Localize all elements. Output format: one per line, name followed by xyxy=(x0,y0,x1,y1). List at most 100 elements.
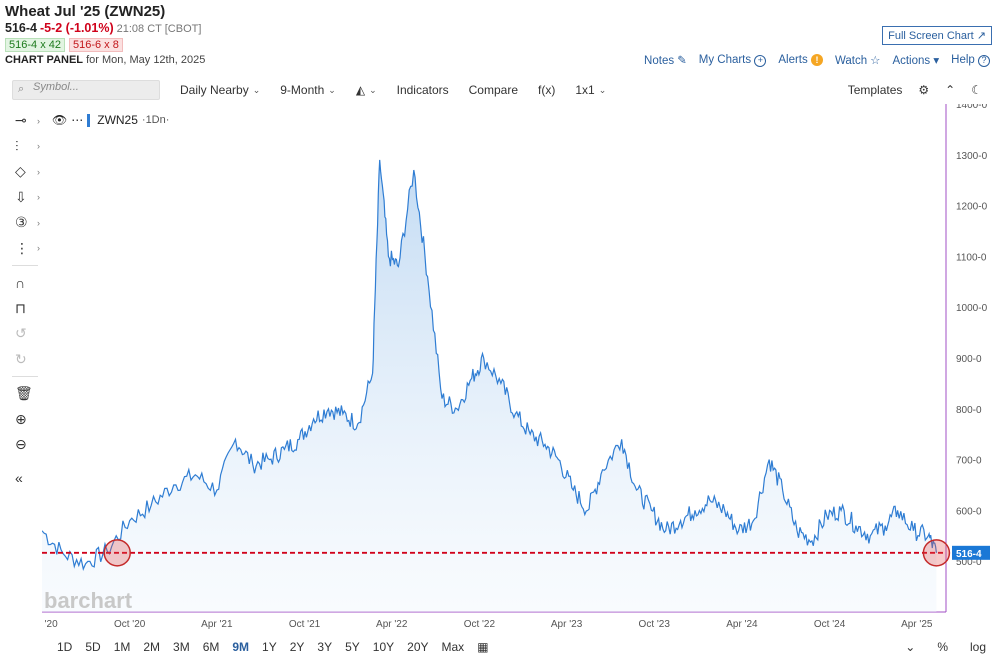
zoom-out-tool[interactable]: ⊖ xyxy=(10,432,40,458)
gear-icon[interactable]: ⚙ xyxy=(918,83,930,97)
lock-tool[interactable]: ⊓ xyxy=(10,296,40,322)
shape-tool[interactable]: ◇ › xyxy=(10,159,40,185)
fib-tool[interactable]: ⫶ › xyxy=(10,134,40,160)
period-3y[interactable]: 3Y xyxy=(317,640,333,654)
star-icon: ☆ xyxy=(870,55,881,67)
bottom-controls: ⌄ % log xyxy=(905,640,986,654)
alerts-link[interactable]: Alerts ! xyxy=(778,54,823,66)
x-tick-label: Oct '24 xyxy=(814,619,846,630)
notes-link[interactable]: Notes ✎ xyxy=(644,53,687,67)
barchart-watermark: barchart xyxy=(44,588,133,613)
eye-icon[interactable]: 👁 xyxy=(52,113,68,127)
y-tick-label: 1300-0 xyxy=(956,151,988,162)
collapse-toolbar[interactable]: « xyxy=(10,466,40,492)
templates-button[interactable]: Templates xyxy=(847,83,903,97)
x-tick-label: Apr '20 xyxy=(42,619,58,630)
period-1d[interactable]: 1D xyxy=(57,640,73,654)
compare-label: Compare xyxy=(468,83,518,97)
line-tool[interactable]: ⊸ › xyxy=(10,108,40,134)
range-dropdown[interactable]: 9-Month ⌄ xyxy=(280,83,336,97)
period-20y[interactable]: 20Y xyxy=(407,640,429,654)
price-area xyxy=(42,159,937,612)
counter-tool[interactable]: ③ › xyxy=(10,210,40,236)
interval-label: Daily Nearby xyxy=(180,83,249,97)
period-3m[interactable]: 3M xyxy=(173,640,190,654)
y-tick-label: 1000-0 xyxy=(956,303,988,314)
notes-label: Notes xyxy=(644,55,675,67)
period-10y[interactable]: 10Y xyxy=(372,640,395,654)
divider xyxy=(12,265,38,266)
period-2y[interactable]: 2Y xyxy=(289,640,305,654)
log-toggle[interactable]: log xyxy=(969,640,986,654)
zoom-in-tool[interactable]: ⊕ xyxy=(10,407,40,433)
redo-tool[interactable]: ↻ xyxy=(10,347,40,373)
full-screen-label: Full Screen Chart xyxy=(888,30,974,42)
arrow-tool[interactable]: ⇩ › xyxy=(10,185,40,211)
edit-icon: ✎ xyxy=(677,55,687,67)
calendar-icon[interactable]: ▦ xyxy=(477,640,489,654)
x-tick-label: Oct '20 xyxy=(114,619,146,630)
price-chart[interactable]: 1400-0 1300-0 1200-0 1100-0 1000-0 900-0 800-0… xyxy=(26,100,992,634)
help-link[interactable]: Help ? xyxy=(951,54,990,67)
period-5d[interactable]: 5D xyxy=(85,640,101,654)
magnet-tool[interactable]: ∩ xyxy=(10,270,40,296)
question-icon: ? xyxy=(978,54,990,67)
drawing-toolbar: ⊸ › ⫶ › ◇ › ⇩ › ③ › ⋮ › ∩ ⊓ ↺ ↻ 🗑 ⊕ ⊖ « xyxy=(10,108,40,491)
indicators-button[interactable]: Indicators xyxy=(397,83,449,97)
price-change: -5-2 (-1.01%) xyxy=(39,21,114,35)
interval-dropdown[interactable]: Daily Nearby ⌄ xyxy=(180,83,260,97)
last-price-tag: 516-4 xyxy=(956,549,982,560)
layout-dropdown[interactable]: 1x1 ⌄ xyxy=(575,83,606,97)
series-suffix: ·1Dn· xyxy=(141,114,170,126)
unlock-icon: ⊓ xyxy=(15,299,26,316)
period-1y[interactable]: 1Y xyxy=(262,640,277,654)
last-price: 516-4 xyxy=(5,21,37,35)
actions-label: Actions xyxy=(892,55,931,67)
period-max[interactable]: Max xyxy=(441,640,465,654)
percent-toggle[interactable]: % xyxy=(937,640,948,654)
delete-tool[interactable]: 🗑 xyxy=(10,381,40,407)
chart-type-dropdown[interactable]: ◭ ⌄ xyxy=(356,83,377,97)
collapse-down-icon[interactable]: ⌄ xyxy=(905,640,916,654)
fibonacci-icon: ⫶ xyxy=(15,137,19,154)
series-color-swatch xyxy=(87,113,91,127)
function-button[interactable]: f(x) xyxy=(538,83,555,97)
redo-icon: ↻ xyxy=(15,350,27,367)
dark-mode-icon[interactable]: ☾ xyxy=(971,83,982,97)
period-1m[interactable]: 1M xyxy=(113,640,131,654)
x-tick-label: Apr '23 xyxy=(551,619,583,630)
more-icon[interactable]: ⋯ xyxy=(71,113,84,127)
external-arrow-icon: ↗ xyxy=(976,30,986,42)
chevron-down-icon: ⌄ xyxy=(369,84,377,95)
chevron-right-icon: › xyxy=(37,217,40,228)
chevron-right-icon: › xyxy=(37,192,40,203)
period-5y[interactable]: 5Y xyxy=(345,640,360,654)
my-charts-link[interactable]: My Charts + xyxy=(699,54,767,67)
watch-link[interactable]: Watch ☆ xyxy=(835,53,880,67)
compare-button[interactable]: Compare xyxy=(469,83,518,97)
symbol-search-input[interactable]: ⌕ Symbol... xyxy=(12,80,160,100)
ask-badge: 516-6 x 8 xyxy=(68,38,123,52)
x-tick-label: Oct '21 xyxy=(289,619,321,630)
period-9m[interactable]: 9M xyxy=(232,640,250,654)
price-marker-left xyxy=(103,539,131,567)
full-screen-chart-button[interactable]: Full Screen Chart ↗ xyxy=(882,26,992,45)
period-6m[interactable]: 6M xyxy=(202,640,220,654)
page-title: Wheat Jul '25 (ZWN25) xyxy=(5,3,166,20)
pattern-icon: ⋮ xyxy=(15,239,29,256)
actions-menu[interactable]: Actions ▾ xyxy=(892,53,939,67)
indicators-label: Indicators xyxy=(396,83,449,97)
series-legend[interactable]: 👁 ⋯ ZWN25 ·1Dn· xyxy=(52,113,169,127)
y-tick-label: 500-0 xyxy=(956,557,982,568)
x-tick-label: Apr '24 xyxy=(726,619,758,630)
pattern-tool[interactable]: ⋮ › xyxy=(10,236,40,262)
divider xyxy=(12,376,38,377)
y-tick-label: 900-0 xyxy=(956,354,982,365)
x-tick-label: Oct '23 xyxy=(639,619,671,630)
zoom-in-icon: ⊕ xyxy=(15,410,27,427)
period-2m[interactable]: 2M xyxy=(143,640,161,654)
undo-tool[interactable]: ↺ xyxy=(10,321,40,347)
watch-label: Watch xyxy=(834,55,868,67)
collapse-up-icon[interactable]: ⌃ xyxy=(945,83,956,97)
x-tick-label: Oct '22 xyxy=(464,619,496,630)
